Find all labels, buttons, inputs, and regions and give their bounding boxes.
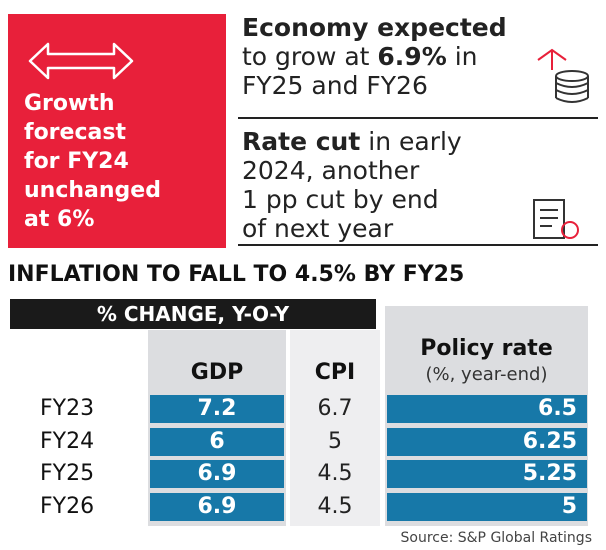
callout-line: FY25 and FY26 xyxy=(242,72,428,100)
headline-line: forecast xyxy=(24,120,126,145)
callout-line: Rate cut in early xyxy=(242,128,462,156)
cpi-cell: 5 xyxy=(328,428,342,454)
divider xyxy=(238,117,598,119)
policy-cell: 5.25 xyxy=(387,460,587,488)
policy-cell: 5 xyxy=(387,492,587,521)
column-band xyxy=(290,330,380,526)
row-label: FY24 xyxy=(40,428,95,454)
callout-text: in xyxy=(446,42,478,71)
callout-line: to grow at 6.9% in xyxy=(242,43,478,71)
cpi-cell: 6.7 xyxy=(317,396,353,421)
headline-line: for FY24 xyxy=(24,149,129,174)
callout-line: of next year xyxy=(242,215,393,243)
callout-text: in early xyxy=(360,127,462,156)
headline-line: Growth xyxy=(24,91,115,116)
callout-text: of next year xyxy=(242,214,394,243)
headline-box: Growth forecast for FY24 unchanged at 6% xyxy=(8,14,226,248)
policy-cell: 6.5 xyxy=(387,395,587,423)
column-header: CPI xyxy=(314,360,356,385)
headline-line: at 6% xyxy=(24,207,95,232)
callout-text: FY25 and FY26 xyxy=(242,71,428,100)
divider xyxy=(238,244,598,246)
row-label: FY23 xyxy=(40,396,95,421)
policy-cell: 6.25 xyxy=(387,427,587,456)
coins-icon xyxy=(537,48,589,103)
gdp-cell: 7.2 xyxy=(150,395,284,423)
table-subtitle: % CHANGE, Y-O-Y xyxy=(10,299,376,329)
gdp-cell: 6.9 xyxy=(150,460,284,488)
callout-text: 2024, another xyxy=(242,156,420,185)
callout-text: to grow at xyxy=(242,42,378,71)
gdp-cell: 6 xyxy=(150,427,284,456)
gdp-cell: 6.9 xyxy=(150,492,284,521)
headline-line: unchanged xyxy=(24,178,161,203)
source: Source: S&P Global Ratings xyxy=(400,530,593,546)
callout-line: 1 pp cut by end xyxy=(242,186,439,214)
column-header: GDP xyxy=(190,360,244,385)
callout-text: 6.9% xyxy=(377,42,447,71)
callout-line: 2024, another xyxy=(242,157,419,185)
cpi-cell: 4.5 xyxy=(317,461,353,486)
callout-line: Economy expected xyxy=(242,14,507,42)
arrows-icon xyxy=(28,42,134,80)
column-header: Policy rate xyxy=(420,336,553,361)
row-label: FY25 xyxy=(40,461,95,486)
callout-text: 1 pp cut by end xyxy=(242,185,439,214)
row-label: FY26 xyxy=(40,493,95,519)
table-title: INFLATION TO FALL TO 4.5% BY FY25 xyxy=(8,262,465,287)
callout-text: Rate cut xyxy=(242,127,361,156)
cpi-cell: 4.5 xyxy=(317,493,353,519)
column-note: (%, year-end) xyxy=(425,364,548,385)
document-icon xyxy=(533,199,579,239)
callout-text: Economy expected xyxy=(242,13,507,42)
